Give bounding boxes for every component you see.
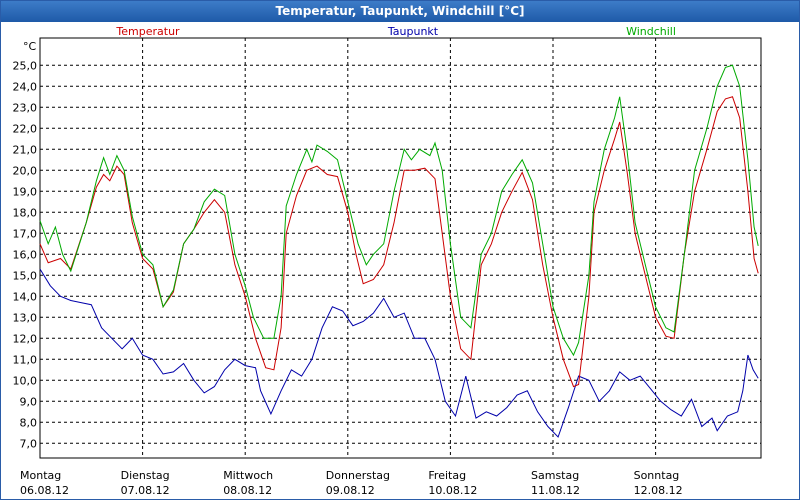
legend: Temperatur Taupunkt Windchill xyxy=(115,25,676,38)
series-windchill-line xyxy=(39,64,759,357)
legend-temperatur: Temperatur xyxy=(115,25,180,38)
y-tick-label: 17,0 xyxy=(13,227,38,240)
legend-taupunkt: Taupunkt xyxy=(387,25,439,38)
y-tick-label: 7,0 xyxy=(20,437,38,450)
x-tick-date: 07.08.12 xyxy=(121,484,170,497)
series-lines xyxy=(39,64,759,438)
y-tick-label: 11,0 xyxy=(13,353,38,366)
x-tick-weekday: Mittwoch xyxy=(223,469,273,482)
y-tick-label: 24,0 xyxy=(13,80,38,93)
y-axis-label: °C xyxy=(23,40,37,53)
y-tick-label: 9,0 xyxy=(20,395,38,408)
x-tick-weekday: Donnerstag xyxy=(326,469,390,482)
y-tick-labels: 7,0 8,0 9,0 10,0 11,0 12,0 13,0 14,0 15,0 16,0 17,… xyxy=(13,59,38,450)
y-tick-label: 21,0 xyxy=(13,143,38,156)
y-tick-label: 10,0 xyxy=(13,374,38,387)
x-tick-weekday: Freitag xyxy=(428,469,466,482)
series-taupunkt-line xyxy=(39,268,759,438)
x-tick-date: 06.08.12 xyxy=(20,484,69,497)
x-tick-weekday: Dienstag xyxy=(121,469,170,482)
y-tick-label: 23,0 xyxy=(13,101,38,114)
x-tick-date: 10.08.12 xyxy=(428,484,477,497)
y-tick-label: 14,0 xyxy=(13,290,38,303)
x-tick-date: 08.08.12 xyxy=(223,484,272,497)
y-tick-label: 19,0 xyxy=(13,185,38,198)
x-tick-date: 12.08.12 xyxy=(634,484,683,497)
y-tick-label: 20,0 xyxy=(13,164,38,177)
x-tick-weekday: Montag xyxy=(20,469,61,482)
legend-windchill: Windchill xyxy=(626,25,676,38)
y-tick-label: 18,0 xyxy=(13,206,38,219)
y-tick-label: 12,0 xyxy=(13,332,38,345)
window-title: Temperatur, Taupunkt, Windchill [°C] xyxy=(1,1,799,22)
x-tick-date: 09.08.12 xyxy=(326,484,375,497)
y-tick-label: 16,0 xyxy=(13,248,38,261)
y-tick-label: 8,0 xyxy=(20,416,38,429)
x-tick-date: 11.08.12 xyxy=(531,484,580,497)
y-tick-label: 13,0 xyxy=(13,311,38,324)
x-tick-labels: Montag 06.08.12 Dienstag 07.08.12 Mittwoch 08… xyxy=(20,469,683,497)
plot-area xyxy=(39,37,762,459)
x-tick-weekday: Sonntag xyxy=(634,469,680,482)
y-tick-label: 15,0 xyxy=(13,269,38,282)
y-tick-label: 25,0 xyxy=(13,59,38,72)
x-tick-weekday: Samstag xyxy=(531,469,579,482)
grid xyxy=(40,38,761,458)
y-tick-label: 22,0 xyxy=(13,122,38,135)
